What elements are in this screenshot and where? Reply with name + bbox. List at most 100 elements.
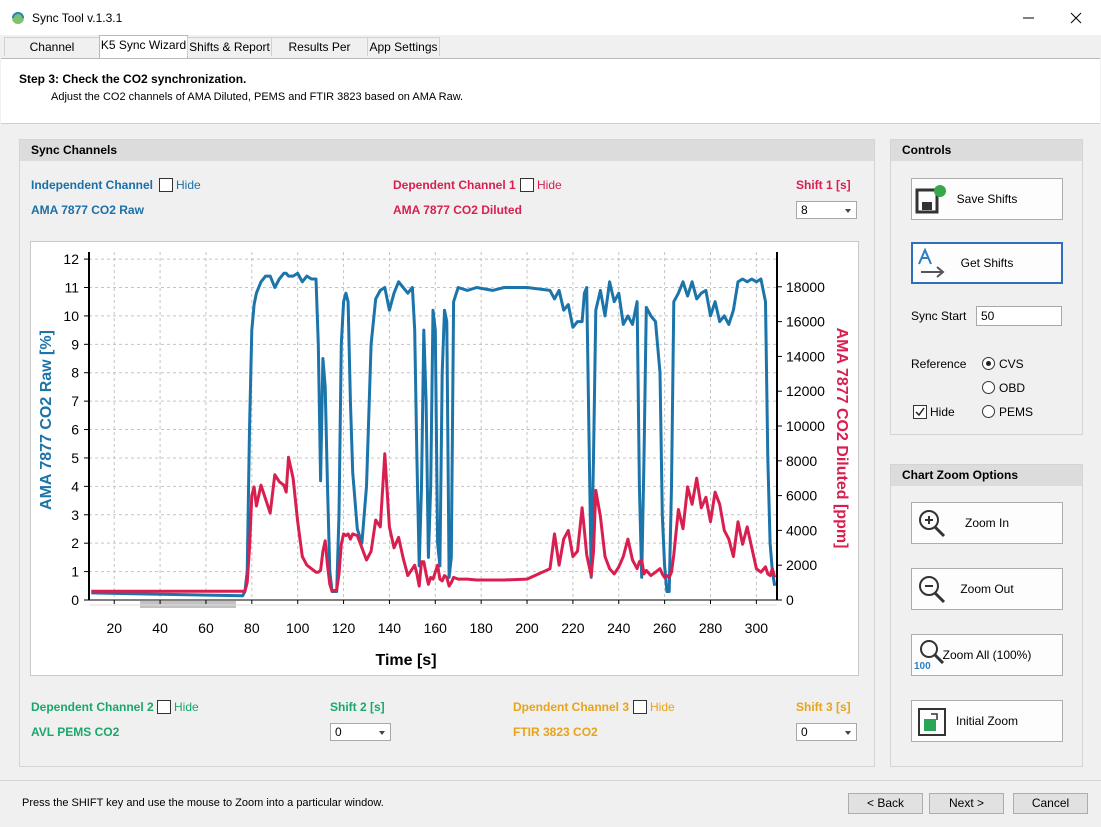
cancel-button[interactable]: Cancel — [1013, 793, 1088, 814]
channel-label: Dependent Channel 2 — [31, 700, 154, 714]
hide-label[interactable]: Hide — [176, 178, 201, 192]
radio[interactable] — [982, 381, 995, 394]
y2-tick-label: 6000 — [786, 488, 817, 504]
back-button[interactable]: < Back — [848, 793, 923, 814]
radio-label[interactable]: OBD — [999, 381, 1026, 395]
checkbox[interactable] — [520, 178, 534, 192]
y-axis-label: AMA 7877 CO2 Raw [%] — [38, 330, 55, 510]
initial-zoom-button[interactable]: Initial Zoom — [911, 700, 1063, 742]
save-shifts-button[interactable]: Save Shifts — [911, 178, 1063, 220]
step-header — [1, 58, 1100, 124]
y2-tick-label: 14000 — [786, 348, 825, 364]
footer-hint: Press the SHIFT key and use the mouse to… — [22, 797, 384, 809]
button-label[interactable]: Zoom Out — [960, 582, 1014, 596]
radio-label[interactable]: CVS — [999, 357, 1024, 371]
window-title: Sync Tool v.1.3.1 — [32, 11, 123, 25]
channel-name: AMA 7877 CO2 Raw — [31, 203, 144, 217]
x-tick-label: 40 — [152, 620, 168, 636]
x-tick-label: 120 — [332, 620, 356, 636]
x-tick-label: 240 — [607, 620, 631, 636]
y2-tick-label: 12000 — [786, 383, 825, 399]
shift-select[interactable]: 8 — [796, 201, 857, 219]
hide-label[interactable]: Hide — [930, 405, 955, 419]
get-icon — [918, 248, 945, 278]
zoom-out-icon — [919, 576, 946, 604]
tab[interactable]: Results Per Cycle — [271, 37, 368, 73]
channel-name: AVL PEMS CO2 — [31, 725, 120, 739]
app-icon — [12, 12, 24, 24]
checkbox[interactable] — [157, 700, 171, 714]
button-label[interactable]: Get Shifts — [960, 256, 1014, 270]
panel-header: Sync Channels — [20, 140, 874, 161]
x-tick-label: 260 — [653, 620, 677, 636]
panel-header: Controls — [891, 140, 1082, 161]
tab[interactable]: App Settings — [367, 37, 440, 56]
x-tick-label: 80 — [244, 620, 260, 636]
initial-zoom-icon — [918, 708, 946, 736]
footer-separator — [0, 780, 1101, 781]
y2-tick-label: 8000 — [786, 453, 817, 469]
checkbox[interactable] — [633, 700, 647, 714]
y-tick-label: 9 — [71, 336, 79, 352]
checkbox[interactable] — [159, 178, 173, 192]
y-tick-label: 4 — [71, 478, 79, 494]
panel-header: Chart Zoom Options — [891, 465, 1082, 486]
sync-start-input[interactable]: 50 — [976, 306, 1062, 326]
y2-axis-label: AMA 7877 CO2 Diluted [ppm] — [833, 328, 850, 549]
step-description: Adjust the CO2 channels of AMA Diluted, … — [51, 91, 464, 103]
y2-tick-label: 18000 — [786, 279, 825, 295]
y-tick-label: 12 — [63, 251, 79, 267]
next-button[interactable]: Next > — [929, 793, 1004, 814]
shift-label: Shift 1 [s] — [796, 178, 851, 192]
reference-label: Reference — [911, 357, 967, 371]
shift-select[interactable]: 0 — [330, 723, 391, 741]
title-bar — [0, 0, 1101, 35]
sync-start-label: Sync Start — [911, 309, 967, 323]
radio-label[interactable]: PEMS — [999, 405, 1034, 419]
y-tick-label: 3 — [71, 507, 79, 523]
get-shifts-button[interactable]: Get Shifts — [911, 242, 1063, 284]
radio-checked[interactable] — [982, 357, 995, 370]
y2-tick-label: 4000 — [786, 522, 817, 538]
y-tick-label: 5 — [71, 450, 79, 466]
button-label[interactable]: Zoom In — [964, 516, 1009, 530]
x-tick-label: 60 — [198, 620, 214, 636]
tab[interactable]: Channel Selection — [4, 37, 100, 73]
zoom-all-icon — [920, 640, 945, 664]
y2-tick-label: 10000 — [786, 418, 825, 434]
channel-name: FTIR 3823 CO2 — [513, 725, 598, 739]
channel-label: Independent Channel — [31, 178, 154, 192]
zoom-out-button[interactable]: Zoom Out — [911, 568, 1063, 610]
x-tick-label: 140 — [378, 620, 402, 636]
data-line — [91, 452, 777, 593]
y-tick-label: 11 — [64, 280, 79, 296]
zoom-all-button[interactable]: 100 Zoom All (100%) — [911, 634, 1063, 676]
tab-active[interactable]: K5 Sync Wizard — [99, 35, 188, 58]
y2-tick-label: 16000 — [786, 314, 825, 330]
zoom-in-button[interactable]: Zoom In — [911, 502, 1063, 544]
radio[interactable] — [982, 405, 995, 418]
channel-label: Dependent Channel 1 — [393, 178, 516, 192]
y-tick-label: 1 — [71, 564, 79, 580]
x-tick-label: 220 — [561, 620, 585, 636]
y2-tick-label: 0 — [786, 592, 794, 608]
chart: 20 40 60 80 100 120 140 160 180 200 220 240 260 280 30… — [30, 241, 859, 676]
window-controls[interactable] — [1020, 10, 1090, 26]
y-tick-label: 0 — [71, 592, 79, 608]
button-label[interactable]: Save Shifts — [956, 192, 1018, 206]
button-label[interactable]: Initial Zoom — [955, 714, 1019, 728]
hide-label[interactable]: Hide — [174, 700, 199, 714]
hide-label[interactable]: Hide — [537, 178, 562, 192]
y-tick-label: 2 — [71, 535, 79, 551]
data-line — [91, 271, 777, 598]
tab[interactable]: Shifts & Report — [187, 37, 272, 56]
hide-label[interactable]: Hide — [650, 700, 675, 714]
zoom-in-icon — [919, 510, 946, 538]
shift-select[interactable]: 0 — [796, 723, 857, 741]
button-label[interactable]: Zoom All (100%) — [942, 648, 1032, 662]
checkbox-checked[interactable] — [913, 405, 927, 419]
x-tick-label: 200 — [515, 620, 539, 636]
shift-label: Shift 3 [s] — [796, 700, 851, 714]
x-axis-label: Time [s] — [375, 652, 436, 669]
